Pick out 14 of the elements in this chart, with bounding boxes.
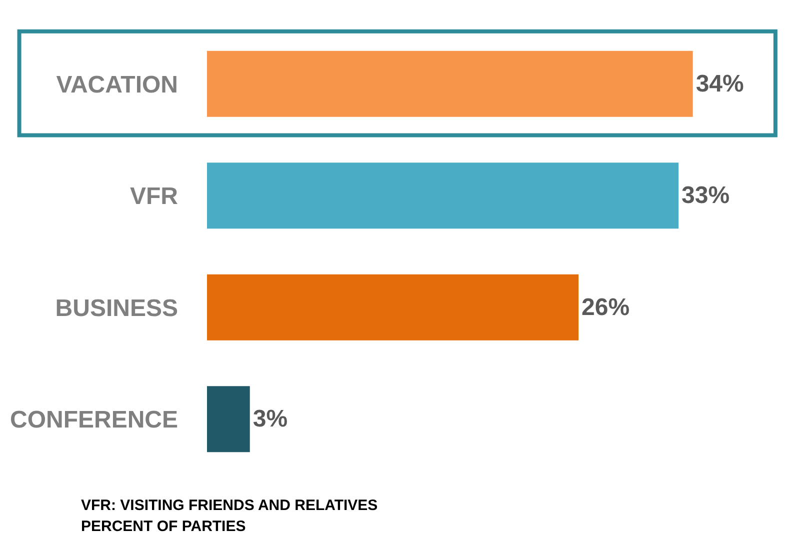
y-tick-label: CONFERENCE xyxy=(10,406,178,434)
y-tick-label: VFR xyxy=(130,183,178,210)
data-label: 26% xyxy=(582,294,630,321)
y-tick-label: VACATION xyxy=(56,71,178,98)
data-label: 33% xyxy=(682,182,730,210)
y-tick-label: BUSINESS xyxy=(55,294,178,322)
bar xyxy=(207,274,579,340)
bar xyxy=(207,162,679,229)
text: PERCENT OF PARTIES xyxy=(81,518,246,535)
text: VFR: VISITING FRIENDS AND RELATIVES xyxy=(81,497,378,514)
data-label: 3% xyxy=(252,406,288,433)
data-label: 34% xyxy=(696,70,744,98)
bar xyxy=(207,386,250,452)
bar xyxy=(207,50,693,117)
